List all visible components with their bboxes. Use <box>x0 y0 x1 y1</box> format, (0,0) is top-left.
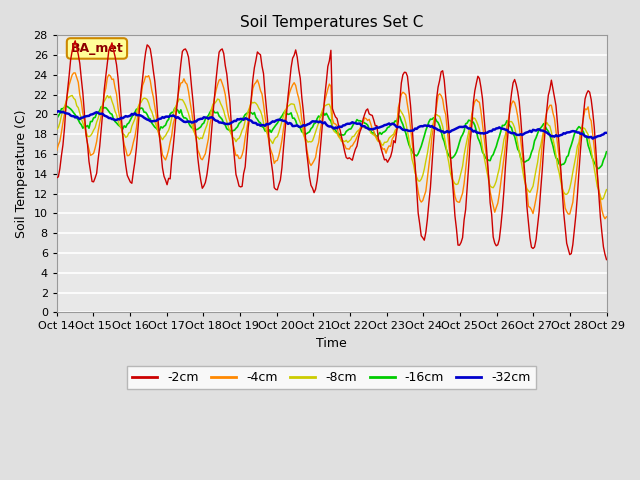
Legend: -2cm, -4cm, -8cm, -16cm, -32cm: -2cm, -4cm, -8cm, -16cm, -32cm <box>127 366 536 389</box>
Y-axis label: Soil Temperature (C): Soil Temperature (C) <box>15 109 28 238</box>
Text: BA_met: BA_met <box>70 42 124 55</box>
Title: Soil Temperatures Set C: Soil Temperatures Set C <box>240 15 423 30</box>
X-axis label: Time: Time <box>316 337 347 350</box>
